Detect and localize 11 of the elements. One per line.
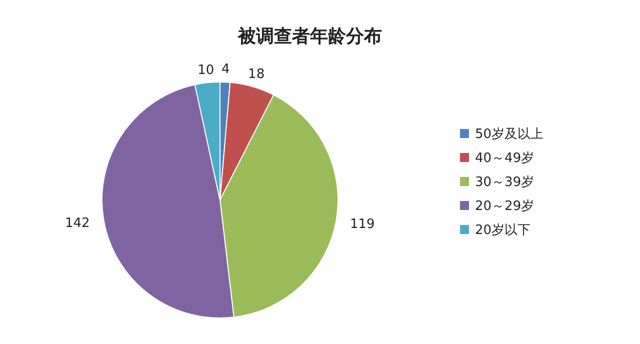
data-label: 18 [248,67,265,82]
data-label: 4 [222,62,230,78]
data-label: 10 [198,62,214,78]
data-label: 142 [64,216,90,231]
legend-label: 50岁及以上 [475,127,544,142]
legend-label: 30～39岁 [475,175,534,190]
legend-label: 20岁以下 [475,223,531,238]
data-label: 119 [350,217,375,232]
chart-title: 被调查者年龄分布 [237,26,382,47]
legend-label: 40～49岁 [475,151,534,166]
legend-label: 20～29岁 [475,199,534,214]
